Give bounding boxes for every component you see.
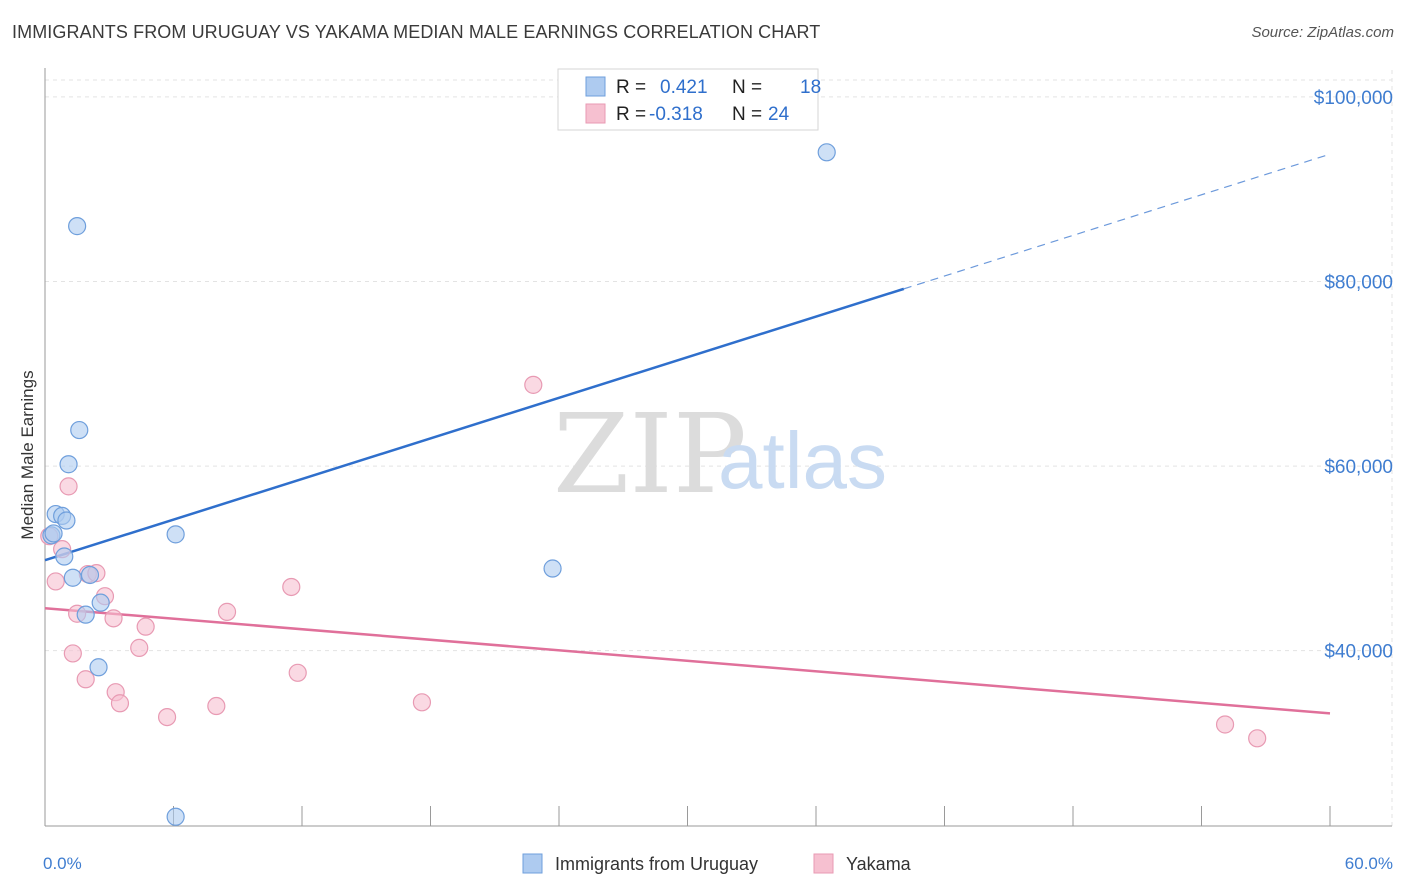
point-yakama [130, 638, 149, 657]
axes [44, 68, 1392, 827]
point-yakama [63, 644, 82, 663]
legend-n-value: 24 [768, 104, 790, 125]
point-uruguay [63, 568, 82, 587]
point-yakama [157, 707, 177, 727]
legend-swatch-uruguay [585, 76, 606, 97]
watermark: ZIP atlas [553, 390, 887, 518]
point-yakama [207, 696, 226, 716]
legend-n-label: N = [732, 77, 762, 98]
bottom-legend-swatch-yakama [813, 853, 834, 874]
point-uruguay [91, 593, 110, 612]
chart-title: IMMIGRANTS FROM URUGUAY VS YAKAMA MEDIAN… [12, 22, 821, 42]
y-tick-label: $40,000 [1324, 642, 1393, 663]
grid-lines [45, 70, 1393, 826]
legend-n-value: 18 [800, 77, 821, 98]
x-tick-labels: 0.0% 60.0% [43, 854, 1393, 873]
bottom-legend-label-yakama: Yakama [846, 854, 912, 874]
point-uruguay [543, 559, 562, 578]
watermark-atlas: atlas [718, 416, 887, 505]
legend-r-value: 0.421 [660, 77, 708, 98]
data-points [40, 143, 1267, 826]
point-uruguay [817, 143, 836, 162]
point-yakama [282, 577, 301, 597]
point-yakama [1248, 729, 1267, 748]
point-yakama [76, 670, 95, 689]
point-uruguay [55, 547, 74, 566]
legend: R = 0.421 N = 18 R = -0.318 N = 24 [557, 68, 821, 131]
legend-r-label: R = [616, 77, 646, 98]
legend-r-label: R = [616, 104, 646, 125]
trend-line-uruguay [44, 287, 905, 562]
point-uruguay [70, 420, 89, 440]
point-uruguay [166, 525, 185, 544]
point-uruguay [57, 511, 76, 530]
point-yakama [288, 663, 307, 682]
point-yakama [110, 694, 130, 713]
x-tick-label: 60.0% [1345, 854, 1393, 873]
point-yakama [46, 572, 65, 591]
point-yakama [104, 609, 123, 628]
point-yakama [59, 477, 78, 496]
point-uruguay [89, 658, 108, 677]
point-uruguay [80, 565, 100, 585]
bottom-legend-label-uruguay: Immigrants from Uruguay [555, 854, 758, 874]
point-uruguay [44, 524, 63, 543]
bottom-legend: Immigrants from Uruguay Yakama [522, 853, 912, 874]
legend-r-value: -0.318 [649, 104, 703, 125]
legend-swatch-yakama [585, 103, 606, 124]
point-uruguay [59, 455, 78, 474]
trend-lines [44, 153, 1331, 715]
point-yakama [136, 617, 155, 636]
y-tick-label: $80,000 [1324, 272, 1393, 293]
y-axis-label: Median Male Earnings [18, 370, 37, 539]
source-label: Source: ZipAtlas.com [1251, 24, 1394, 41]
watermark-zip: ZIP [553, 390, 747, 518]
legend-n-label: N = [732, 104, 762, 125]
trend-line-yakama [44, 606, 1331, 715]
y-tick-label: $100,000 [1314, 88, 1393, 109]
trend-line-uruguay-extension [903, 153, 1331, 290]
y-tick-label: $60,000 [1324, 457, 1393, 478]
point-yakama [412, 693, 432, 712]
point-uruguay [68, 217, 87, 236]
point-yakama [524, 375, 543, 394]
point-uruguay [166, 807, 185, 826]
bottom-legend-swatch-uruguay [522, 853, 543, 874]
point-yakama [1215, 715, 1235, 734]
x-tick-label: 0.0% [43, 854, 82, 873]
y-tick-labels: $40,000 $60,000 $80,000 $100,000 [1314, 88, 1393, 663]
point-yakama [217, 602, 237, 621]
point-uruguay [76, 605, 95, 624]
